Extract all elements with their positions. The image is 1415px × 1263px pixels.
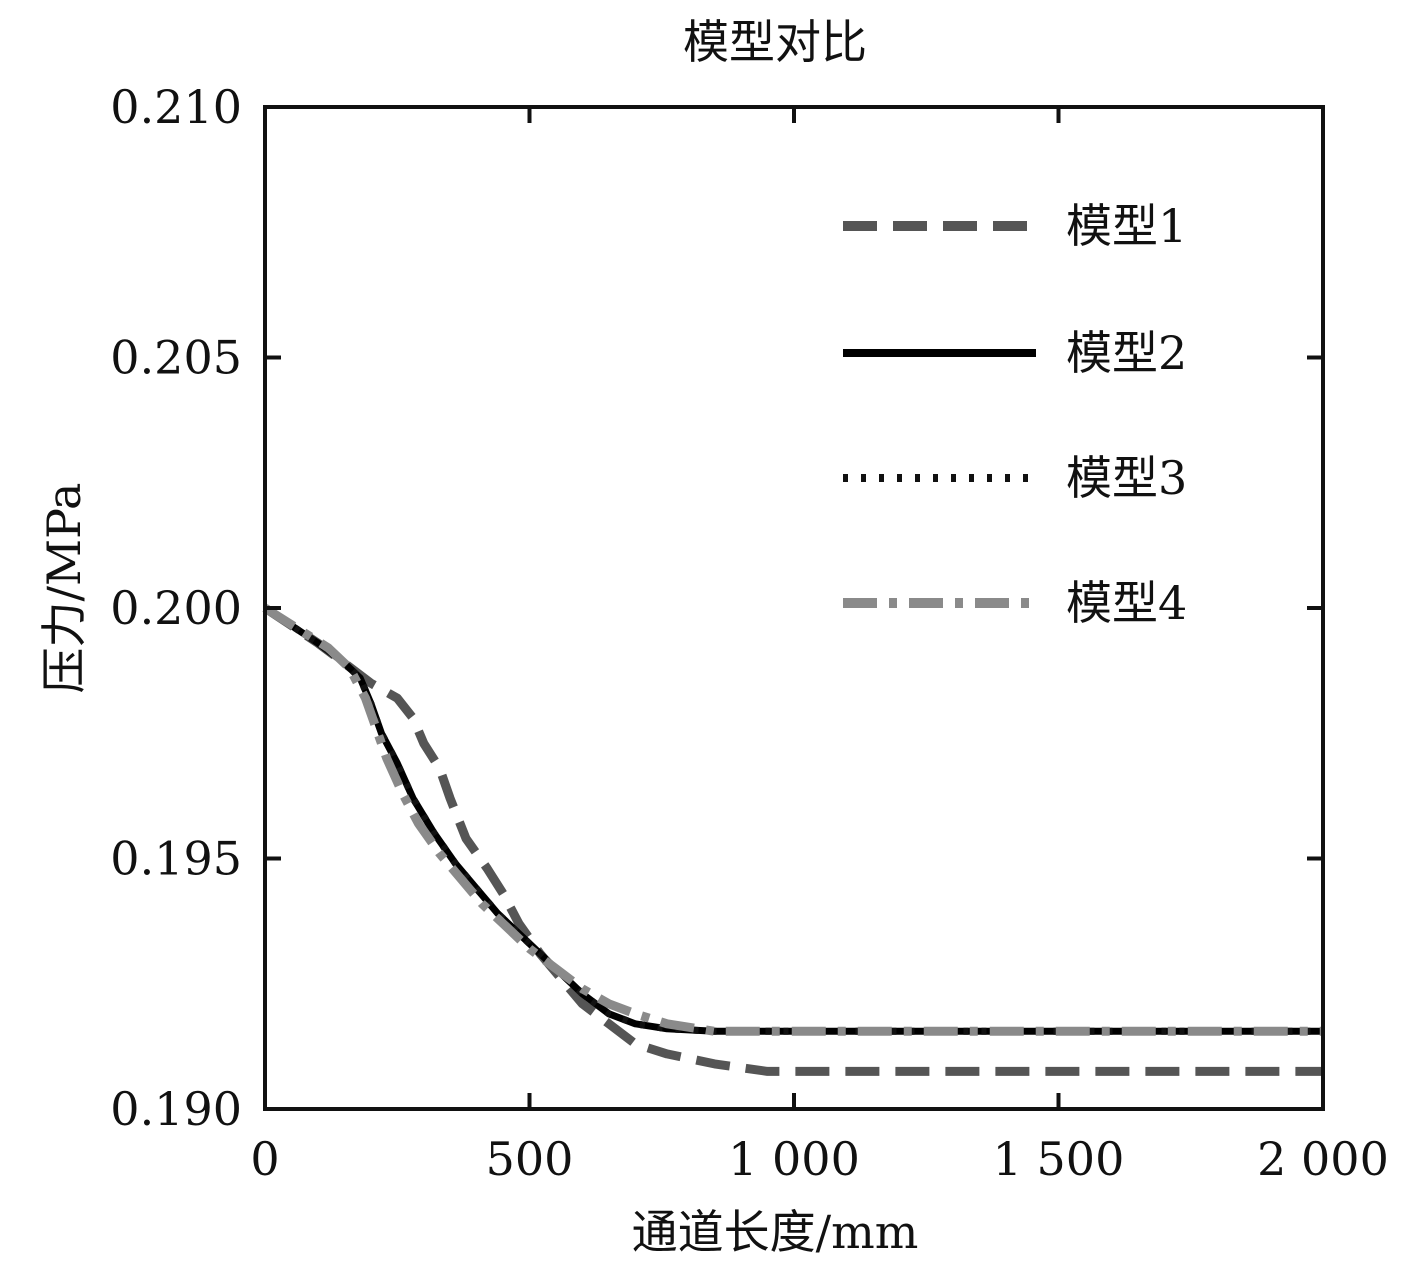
y-axis-title: 压力/MPa [37, 483, 91, 694]
x-tick-label-3: 1 500 [993, 1132, 1125, 1186]
y-tick-label-3: 0.205 [110, 331, 242, 385]
x-tick-label-4: 2 000 [1257, 1132, 1389, 1186]
legend-label-3: 模型3 [1066, 451, 1187, 505]
chart-title: 模型对比 [683, 15, 867, 69]
x-tick-label-0: 0 [250, 1132, 279, 1186]
x-tick-label-2: 1 000 [728, 1132, 860, 1186]
y-tick-label-0: 0.190 [110, 1082, 242, 1136]
chart-legend: 模型1 模型2 模型3 模型4 [843, 199, 1187, 630]
y-tick-label-2: 0.200 [110, 581, 242, 635]
x-tick-label-1: 500 [486, 1132, 574, 1186]
series-line-3 [263, 605, 1323, 1035]
legend-label-1: 模型1 [1066, 199, 1187, 253]
y-tick-label-1: 0.195 [110, 832, 242, 886]
tick-layer [263, 105, 1325, 1111]
legend-label-4: 模型4 [1066, 576, 1187, 630]
x-axis-title: 通道长度/mm [632, 1205, 919, 1259]
series-layer [262, 604, 1323, 1076]
series-line-1 [262, 604, 1323, 1076]
legend-label-2: 模型2 [1066, 326, 1187, 380]
y-tick-label-4: 0.210 [110, 80, 242, 134]
tick-label-layer: 0 500 1 000 1 500 2 000 0.190 0.195 0.200 0.205 0… [110, 80, 1389, 1186]
series-line-4 [262, 604, 1323, 1036]
